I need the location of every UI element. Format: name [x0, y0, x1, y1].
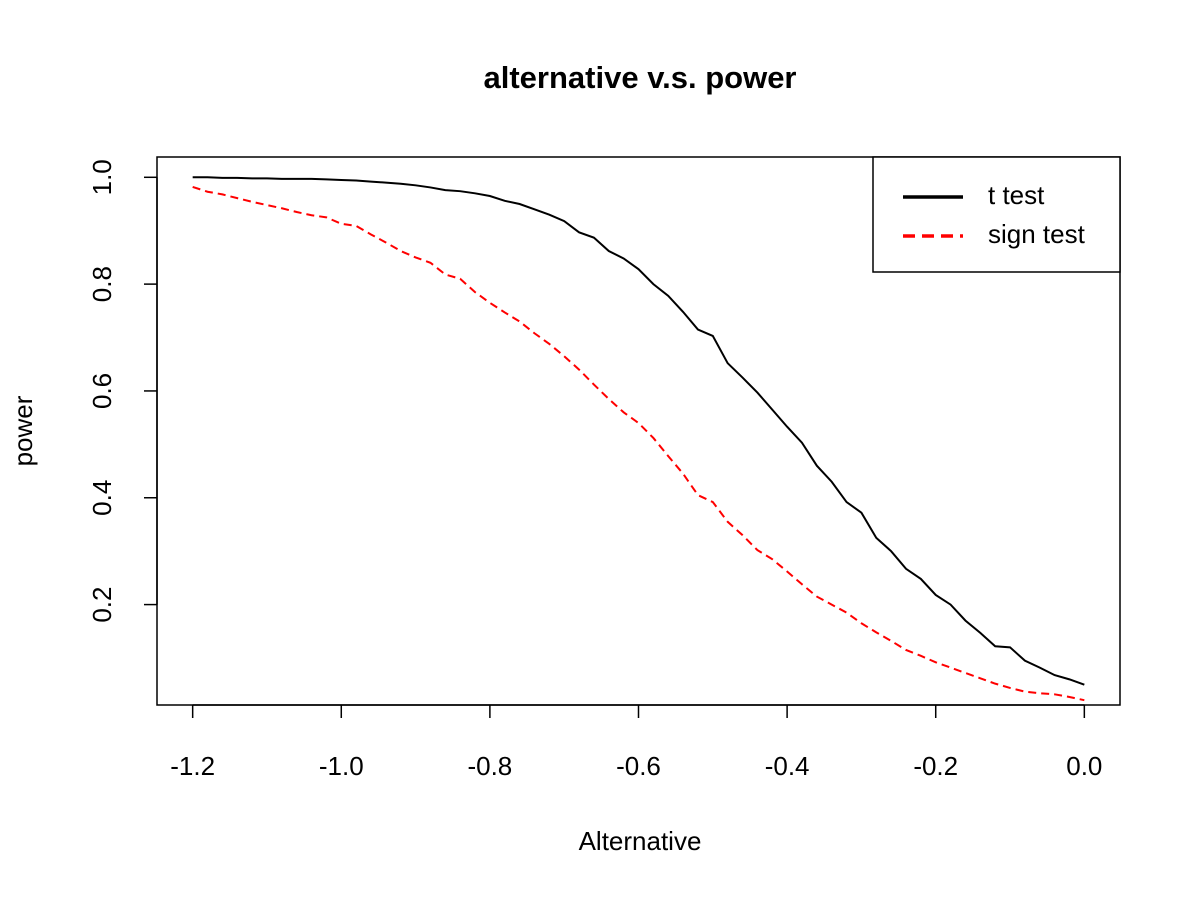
x-tick-label: -0.8 [467, 751, 512, 781]
legend-label: sign test [988, 219, 1086, 249]
legend-label: t test [988, 180, 1045, 210]
x-tick-label: -1.0 [319, 751, 364, 781]
y-tick-label: 0.8 [87, 266, 117, 302]
x-tick-label: -0.2 [913, 751, 958, 781]
y-axis-label: power [8, 395, 38, 466]
x-tick-label: -1.2 [170, 751, 215, 781]
y-tick-label: 0.2 [87, 587, 117, 623]
x-tick-label: -0.6 [616, 751, 661, 781]
x-tick-label: 0.0 [1066, 751, 1102, 781]
y-tick-label: 0.6 [87, 373, 117, 409]
x-tick-label: -0.4 [765, 751, 810, 781]
chart-title: alternative v.s. power [484, 60, 797, 95]
legend-box [872, 156, 1121, 273]
y-tick-label: 0.4 [87, 480, 117, 516]
series-line [192, 185, 1085, 702]
series-line [192, 176, 1085, 686]
x-axis-label: Alternative [579, 826, 702, 856]
y-tick-label: 1.0 [87, 159, 117, 195]
